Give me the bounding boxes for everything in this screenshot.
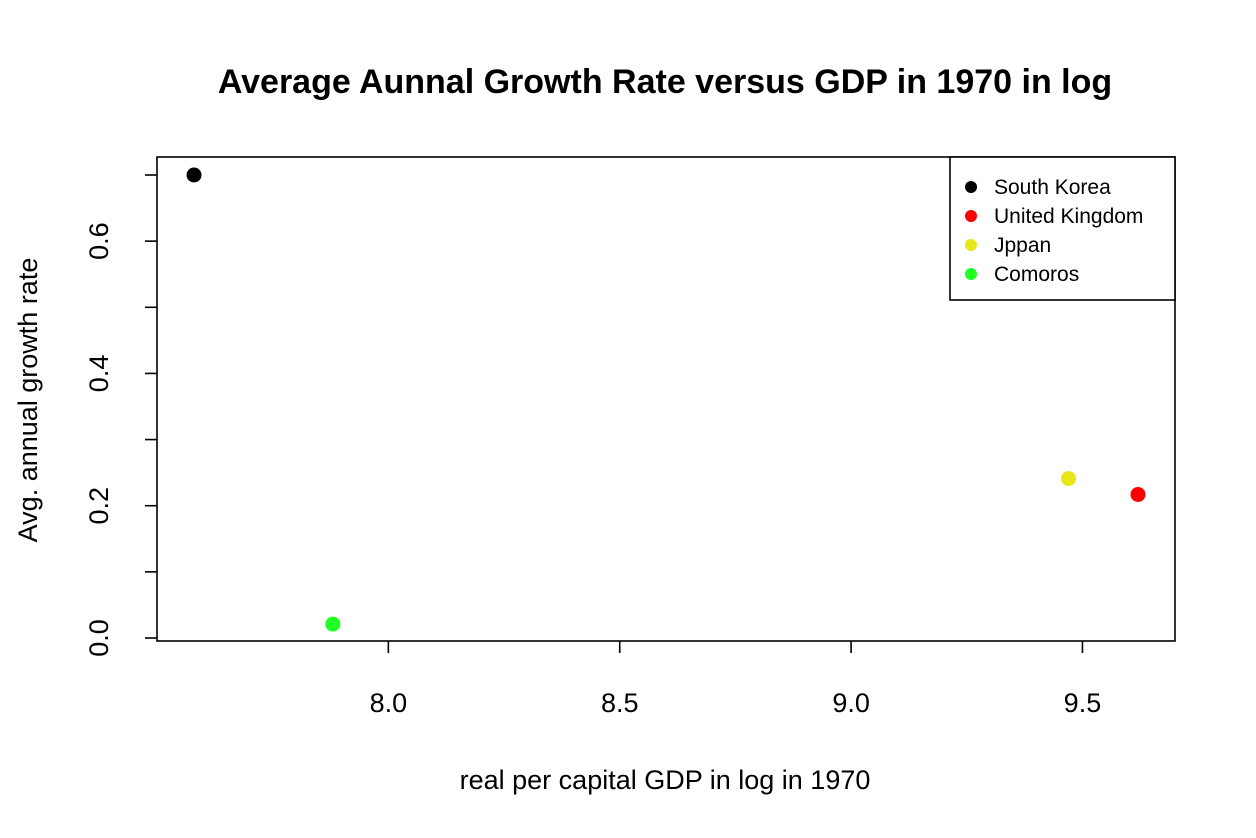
legend-label: South Korea [994, 176, 1111, 199]
data-points [186, 167, 1146, 632]
legend-label: United Kingdom [994, 205, 1143, 228]
x-tick-label: 8.0 [370, 688, 408, 718]
y-tick-label: 0.4 [84, 355, 114, 393]
y-axis-label: Avg. annual growth rate [13, 258, 43, 543]
y-tick-label: 0.2 [84, 487, 114, 525]
legend-marker [965, 239, 977, 251]
x-tick-label: 8.5 [601, 688, 639, 718]
legend-marker [965, 181, 977, 193]
legend-box [949, 156, 1176, 301]
legend-marker [965, 268, 977, 280]
data-point [325, 616, 341, 632]
legend: South Korea United Kingdom Jppan Comoros [949, 156, 1176, 301]
y-tick-label: 0.0 [84, 619, 114, 657]
legend-marker [965, 210, 977, 222]
data-point [1130, 486, 1146, 502]
x-tick-label: 9.5 [1064, 688, 1102, 718]
legend-label: Comoros [994, 263, 1079, 286]
x-axis: 8.0 8.5 9.0 9.5 [370, 641, 1102, 718]
y-tick-label: 0.6 [84, 222, 114, 260]
x-axis-label: real per capital GDP in log in 1970 [460, 765, 871, 795]
plot-frame [156, 156, 1176, 642]
legend-label: Jppan [994, 234, 1051, 257]
data-point [1061, 471, 1077, 487]
x-tick-label: 9.0 [832, 688, 870, 718]
y-axis: 0.0 0.2 0.4 0.6 [84, 174, 157, 657]
chart-title: Average Aunnal Growth Rate versus GDP in… [218, 63, 1112, 101]
data-point [186, 167, 202, 183]
